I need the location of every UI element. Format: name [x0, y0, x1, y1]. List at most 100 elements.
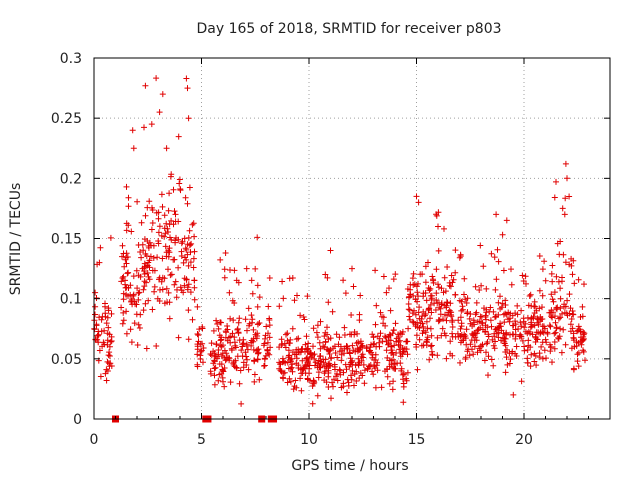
data-point: [133, 267, 140, 274]
data-point: [293, 384, 300, 391]
data-point: [499, 300, 506, 307]
data-point: [106, 363, 113, 370]
data-point: [155, 215, 162, 222]
data-point: [558, 349, 565, 356]
data-points: [91, 75, 588, 407]
data-point: [516, 333, 523, 340]
data-point: [399, 371, 406, 378]
data-point: [482, 314, 489, 320]
data-point: [471, 343, 478, 350]
data-point: [329, 379, 336, 386]
data-point: [380, 314, 387, 321]
data-point: [503, 217, 510, 224]
data-point: [441, 225, 447, 232]
data-point: [173, 294, 180, 301]
data-point: [435, 209, 442, 216]
data-point: [414, 366, 421, 373]
data-point: [399, 328, 406, 335]
data-point: [472, 311, 479, 318]
data-point: [189, 221, 196, 228]
data-point: [170, 256, 177, 263]
data-point: [191, 284, 198, 291]
data-point: [403, 338, 410, 345]
data-point: [122, 256, 129, 263]
data-point: [390, 378, 397, 385]
data-point: [207, 368, 214, 375]
data-point: [191, 248, 198, 255]
data-point: [167, 272, 174, 279]
data-point: [208, 352, 215, 359]
data-point: [245, 305, 252, 312]
data-point: [324, 331, 331, 338]
data-point: [138, 219, 145, 226]
data-point: [121, 263, 128, 270]
data-point: [447, 300, 454, 307]
data-point: [404, 351, 411, 358]
data-point: [159, 91, 166, 98]
data-point: [357, 338, 364, 345]
data-point: [313, 329, 320, 336]
data-point: [417, 271, 424, 278]
data-point: [212, 364, 219, 371]
data-point: [504, 361, 511, 368]
data-point: [521, 324, 528, 331]
data-point: [243, 341, 250, 348]
data-point: [130, 145, 137, 152]
data-point: [382, 368, 388, 375]
data-point: [158, 191, 165, 198]
data-point: [348, 372, 354, 379]
data-point: [164, 225, 171, 232]
data-point: [355, 339, 362, 346]
y-tick-label: 0.25: [51, 111, 82, 127]
data-point: [163, 285, 170, 292]
data-point: [531, 310, 538, 316]
data-point: [175, 133, 182, 140]
data-point: [249, 290, 256, 297]
data-point: [385, 333, 392, 340]
data-point: [312, 359, 319, 366]
data-point: [444, 264, 451, 270]
data-point: [226, 357, 233, 364]
data-point: [219, 367, 226, 374]
data-point: [282, 344, 289, 351]
data-point: [104, 314, 111, 321]
data-point: [466, 352, 473, 359]
data-point: [462, 333, 469, 339]
data-point: [435, 247, 442, 254]
data-point: [391, 360, 398, 367]
data-point: [167, 173, 174, 180]
data-point: [449, 324, 456, 330]
data-point: [347, 350, 353, 357]
data-point: [151, 283, 158, 290]
data-point: [562, 259, 569, 266]
data-point: [415, 199, 422, 206]
data-point: [348, 312, 355, 318]
data-point: [123, 250, 130, 257]
data-point: [414, 319, 421, 326]
data-point: [446, 279, 453, 286]
data-point: [177, 186, 184, 192]
data-point: [413, 344, 420, 350]
data-point: [104, 358, 111, 365]
data-point: [450, 276, 457, 283]
data-point: [414, 289, 421, 296]
data-point: [467, 311, 474, 317]
data-point: [338, 357, 345, 364]
data-point: [151, 267, 158, 274]
x-tick-label: 20: [515, 432, 533, 448]
data-point: [356, 311, 363, 318]
data-point: [502, 302, 509, 308]
data-point: [447, 350, 454, 357]
data-point: [352, 362, 359, 369]
data-point: [399, 351, 406, 358]
data-point: [581, 281, 587, 288]
data-point: [250, 326, 257, 333]
data-point: [555, 315, 562, 322]
data-point: [92, 289, 99, 296]
data-point: [239, 353, 246, 360]
data-point: [336, 348, 343, 355]
data-point: [549, 278, 556, 285]
data-point: [142, 300, 149, 307]
data-point: [215, 377, 222, 384]
